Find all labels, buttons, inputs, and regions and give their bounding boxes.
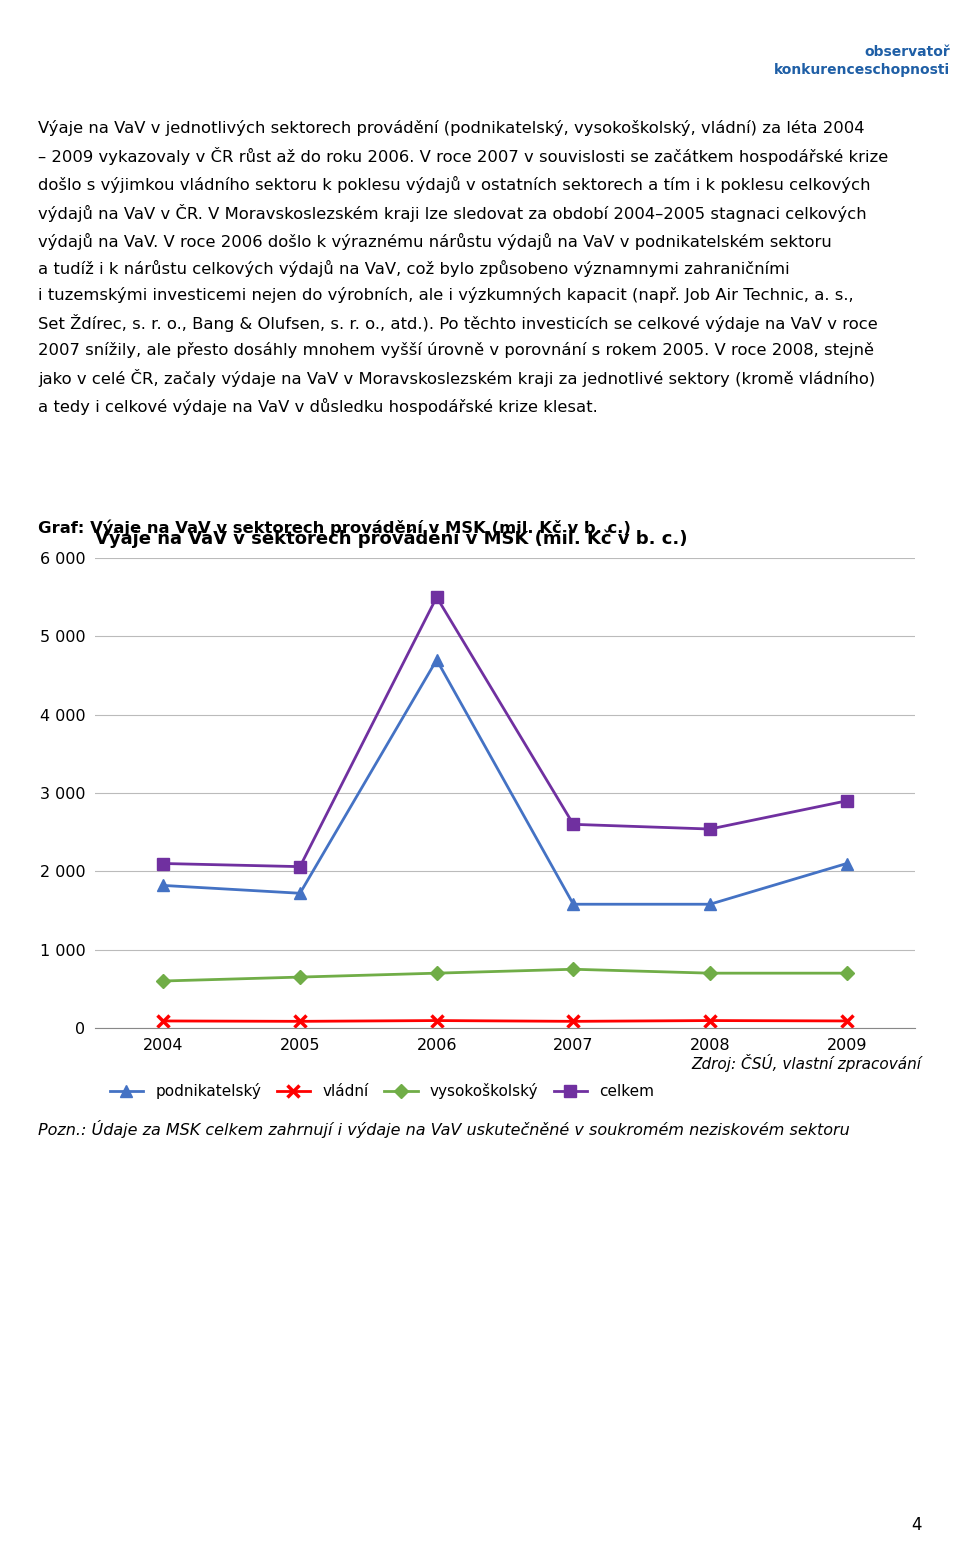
Line: celkem: celkem	[157, 592, 852, 872]
Text: Pozn.: Údaje za MSK celkem zahrnují i výdaje na VaV uskutečněné v soukromém nezi: Pozn.: Údaje za MSK celkem zahrnují i vý…	[38, 1120, 851, 1137]
Text: observatoř
konkurenceschopnosti: observatoř konkurenceschopnosti	[774, 45, 950, 77]
vládní	[705, 1011, 716, 1029]
podnikatelský	[705, 895, 716, 914]
celkem	[294, 857, 305, 875]
vysokoškolský	[705, 965, 716, 983]
Text: Výaje na VaV v sektorech provádění v MSK (mil. Kč v b. c.): Výaje na VaV v sektorech provádění v MSK…	[95, 530, 687, 549]
vládní	[567, 1012, 579, 1031]
vysokoškolský	[294, 968, 305, 986]
podnikatelský	[157, 877, 169, 895]
vládní	[841, 1012, 852, 1031]
vládní	[294, 1012, 305, 1031]
vysokoškolský	[157, 972, 169, 991]
celkem	[567, 815, 579, 834]
celkem	[157, 854, 169, 872]
vládní	[431, 1011, 443, 1029]
Text: Zdroj: ČSÚ, vlastní zpracování: Zdroj: ČSÚ, vlastní zpracování	[691, 1054, 922, 1073]
Line: vládní: vládní	[157, 1014, 852, 1028]
vysokoškolský	[567, 960, 579, 979]
Legend: podnikatelský, vládní, vysokoškolský, celkem: podnikatelský, vládní, vysokoškolský, ce…	[104, 1077, 660, 1105]
podnikatelský	[567, 895, 579, 914]
Text: 4: 4	[911, 1516, 922, 1533]
podnikatelský	[294, 885, 305, 903]
celkem	[705, 820, 716, 838]
Text: Graf: Výaje na VaV v sektorech provádění v MSK (mil. Kč v b. c.): Graf: Výaje na VaV v sektorech provádění…	[38, 519, 632, 536]
vysokoškolský	[431, 965, 443, 983]
Line: vysokoškolský: vysokoškolský	[158, 965, 852, 986]
Line: podnikatelský: podnikatelský	[157, 655, 852, 909]
vládní	[157, 1012, 169, 1031]
vysokoškolský	[841, 965, 852, 983]
Text: Výaje na VaV v jednotlivých sektorech provádění (podnikatelský, vysokoškolský, v: Výaje na VaV v jednotlivých sektorech pr…	[38, 120, 889, 415]
celkem	[431, 589, 443, 607]
celkem	[841, 792, 852, 811]
podnikatelský	[431, 650, 443, 669]
podnikatelský	[841, 854, 852, 872]
